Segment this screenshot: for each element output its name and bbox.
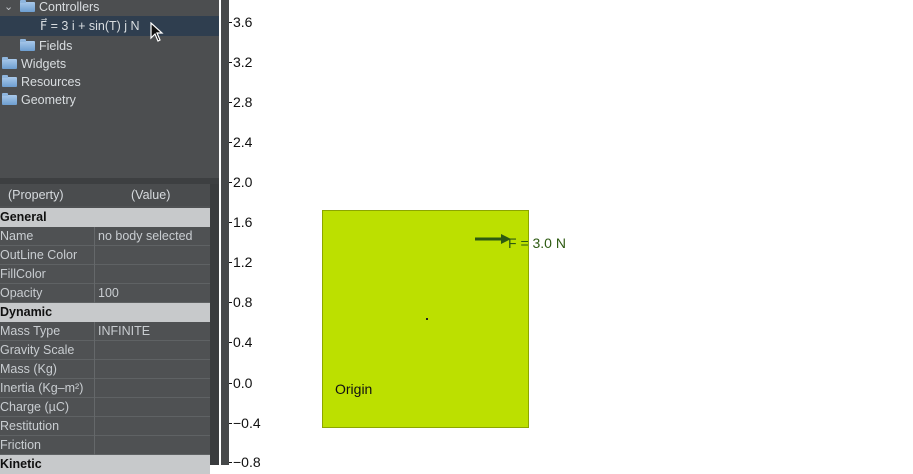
table-row[interactable]: Gravity Scale	[0, 341, 210, 360]
column-divider	[94, 341, 95, 360]
y-tick-label: 2.0	[233, 174, 253, 190]
property-value[interactable]: INFINITE	[98, 324, 151, 338]
property-key: Name	[0, 229, 34, 243]
column-divider	[94, 265, 95, 284]
column-divider	[94, 322, 95, 341]
y-tick-label: 0.4	[233, 334, 253, 350]
y-tick-label: −0.8	[233, 454, 261, 470]
panel-divider[interactable]	[221, 0, 229, 465]
y-tick-label: 1.6	[233, 214, 253, 230]
property-value[interactable]: 100	[98, 286, 119, 300]
tree-item-widgets[interactable]: Widgets	[0, 55, 219, 73]
y-tick-mark	[229, 142, 232, 143]
tree-item-fields[interactable]: Fields	[0, 37, 219, 55]
tree-item-label: F⃗ = 3 i + sin(T) j N	[40, 19, 140, 33]
section-general[interactable]: General	[0, 208, 210, 227]
folder-icon	[2, 93, 17, 105]
property-key: Friction	[0, 438, 41, 452]
y-tick-mark	[229, 342, 232, 343]
y-tick-mark	[229, 22, 232, 23]
property-key: Mass Type	[0, 324, 61, 338]
table-row[interactable]: Mass (Kg)	[0, 360, 210, 379]
tree-item-label: Fields	[39, 39, 73, 53]
table-row[interactable]: Restitution	[0, 417, 210, 436]
folder-icon	[2, 57, 17, 69]
y-tick-label: 2.4	[233, 134, 253, 150]
property-scrollbar[interactable]	[210, 184, 219, 465]
section-dynamic[interactable]: Dynamic	[0, 303, 210, 322]
tree-item-label: Geometry	[21, 93, 76, 107]
y-tick-mark	[229, 102, 232, 103]
y-tick-mark	[229, 222, 232, 223]
table-row[interactable]: Friction	[0, 436, 210, 455]
property-value[interactable]: no body selected	[98, 229, 193, 243]
left-panel: ⌄ Controllers F⃗ = 3 i + sin(T) j N Fiel…	[0, 0, 219, 474]
property-key: Gravity Scale	[0, 343, 75, 357]
property-key: OutLine Color	[0, 248, 78, 262]
table-row[interactable]: Charge (µC)	[0, 398, 210, 417]
y-tick-mark	[229, 302, 232, 303]
property-key: FillColor	[0, 267, 46, 281]
y-tick-label: 0.8	[233, 294, 253, 310]
table-row[interactable]: OutLine Color	[0, 246, 210, 265]
property-key: Opacity	[0, 286, 43, 300]
column-divider	[94, 246, 95, 265]
project-tree: ⌄ Controllers F⃗ = 3 i + sin(T) j N Fiel…	[0, 0, 219, 178]
tree-item-label: Resources	[21, 75, 81, 89]
folder-icon	[20, 39, 35, 51]
y-tick-label: 2.8	[233, 94, 253, 110]
y-tick-label: −0.4	[233, 415, 261, 431]
column-divider	[94, 284, 95, 303]
table-row[interactable]: Mass Type INFINITE	[0, 322, 210, 341]
y-tick-mark	[229, 383, 232, 384]
tree-item-force-controller[interactable]: F⃗ = 3 i + sin(T) j N	[0, 16, 219, 36]
column-divider	[94, 417, 95, 436]
y-tick-mark	[229, 423, 232, 424]
center-of-mass-marker	[426, 318, 428, 320]
property-table-header: (Property) (Value)	[0, 184, 210, 206]
table-row[interactable]: FillColor	[0, 265, 210, 284]
tree-item-controllers[interactable]: ⌄ Controllers	[0, 0, 219, 16]
column-divider	[94, 398, 95, 417]
y-tick-label: 3.6	[233, 14, 253, 30]
rigid-body[interactable]	[322, 210, 529, 428]
mouse-cursor-icon	[150, 22, 164, 42]
table-row[interactable]: Inertia (Kg–m²)	[0, 379, 210, 398]
y-tick-label: 3.2	[233, 54, 253, 70]
table-row[interactable]: Name no body selected	[0, 227, 210, 246]
y-tick-label: 1.2	[233, 254, 253, 270]
chevron-down-icon[interactable]: ⌄	[4, 1, 14, 13]
folder-icon	[2, 75, 17, 87]
folder-icon	[20, 0, 35, 12]
y-tick-mark	[229, 462, 232, 463]
property-table: (Property) (Value) General Name no body …	[0, 184, 210, 474]
tree-item-resources[interactable]: Resources	[0, 73, 219, 91]
tree-item-label: Controllers	[39, 0, 100, 14]
simulation-canvas[interactable]: 3.6 3.2 2.8 2.4 2.0 1.6 1.2 0.8 0.4 0.0 …	[229, 0, 913, 470]
property-key: Charge (µC)	[0, 400, 70, 414]
header-value[interactable]: (Value)	[131, 188, 171, 202]
table-row[interactable]: Opacity 100	[0, 284, 210, 303]
y-tick-mark	[229, 262, 232, 263]
property-key: Restitution	[0, 419, 60, 433]
force-label: F = 3.0 N	[508, 235, 566, 251]
origin-label: Origin	[335, 381, 373, 397]
tree-item-geometry[interactable]: Geometry	[0, 91, 219, 109]
y-tick-mark	[229, 182, 232, 183]
force-arrow-icon[interactable]	[475, 233, 511, 245]
property-key: Inertia (Kg–m²)	[0, 381, 84, 395]
panel-splitter[interactable]	[0, 178, 219, 184]
tree-item-label: Widgets	[21, 57, 67, 71]
column-divider	[94, 360, 95, 379]
y-tick-mark	[229, 62, 232, 63]
header-property[interactable]: (Property)	[8, 188, 64, 202]
y-tick-label: 0.0	[233, 375, 253, 391]
column-divider	[94, 379, 95, 398]
property-key: Mass (Kg)	[0, 362, 57, 376]
column-divider	[94, 436, 95, 455]
column-divider	[94, 227, 95, 246]
